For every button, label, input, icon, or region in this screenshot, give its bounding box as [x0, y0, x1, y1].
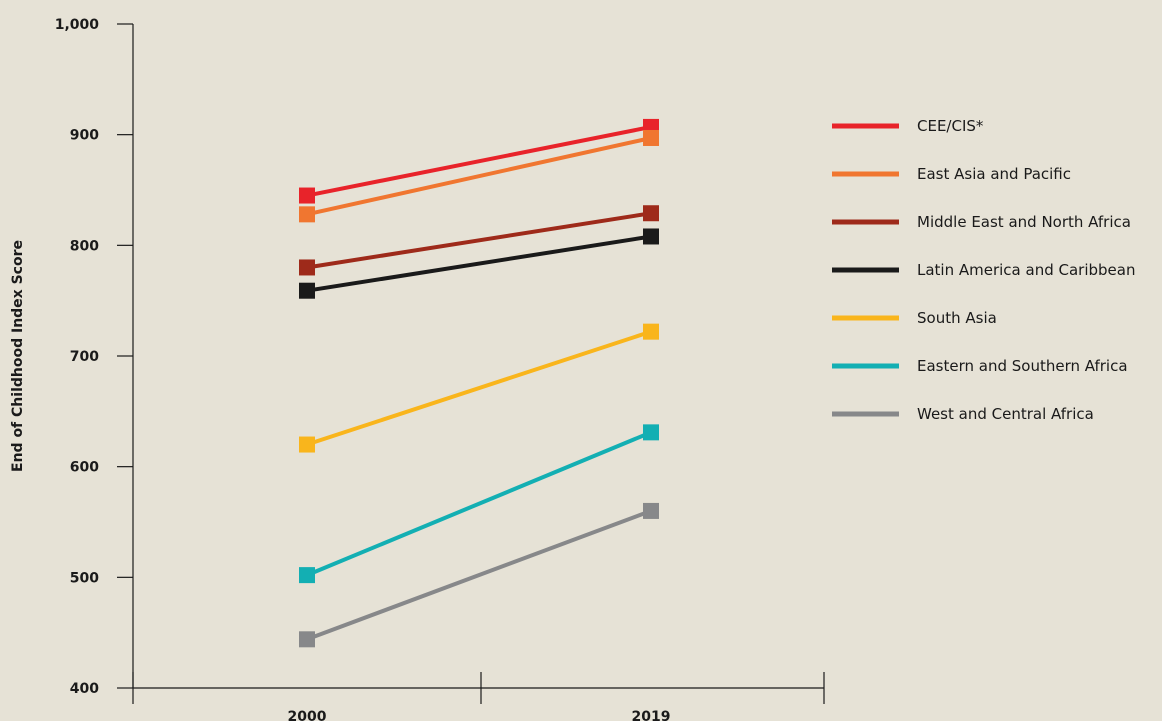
x-axis: 2000 2019	[132, 672, 825, 721]
series-1	[299, 129, 659, 223]
y-tick-label: 1,000	[55, 17, 100, 33]
legend-label: Latin America and Caribbean	[917, 261, 1135, 279]
y-axis-title: End of Childhood Index Score	[10, 240, 26, 472]
data-point	[643, 129, 659, 146]
legend-item: Middle East and North Africa	[832, 213, 1131, 231]
series-line	[306, 136, 652, 217]
series-line	[306, 329, 652, 447]
legend-item: South Asia	[832, 309, 997, 327]
legend-label: Eastern and Southern Africa	[917, 357, 1128, 375]
series-5	[299, 424, 659, 584]
data-point	[299, 259, 315, 276]
data-point	[299, 282, 315, 299]
legend: CEE/CIS* East Asia and Pacific Middle East…	[832, 117, 1135, 423]
y-tick-label: 900	[70, 128, 99, 144]
series-3	[299, 228, 659, 299]
legend-item: Latin America and Caribbean	[832, 261, 1135, 279]
data-point	[299, 187, 315, 204]
y-tick-label: 700	[70, 349, 99, 365]
series-group	[299, 118, 659, 648]
x-tick-label: 2000	[288, 709, 327, 721]
series-0	[299, 118, 659, 204]
data-point	[643, 228, 659, 245]
y-tick-label: 500	[70, 570, 99, 586]
data-point	[643, 424, 659, 441]
legend-label: South Asia	[917, 309, 997, 327]
series-line	[306, 234, 652, 293]
legend-label: West and Central Africa	[917, 405, 1094, 423]
y-tick-label: 600	[70, 460, 99, 476]
series-6	[299, 502, 659, 648]
series-line	[306, 430, 652, 577]
legend-item: Eastern and Southern Africa	[832, 357, 1128, 375]
data-point	[643, 205, 659, 222]
legend-label: CEE/CIS*	[917, 117, 984, 135]
series-line	[306, 124, 652, 198]
data-point	[643, 323, 659, 340]
data-point	[299, 206, 315, 223]
legend-label: Middle East and North Africa	[917, 213, 1131, 231]
y-axis: 400 500 600 700 800 900 1,000	[55, 17, 134, 697]
x-tick-label: 2019	[632, 709, 671, 721]
legend-item: West and Central Africa	[832, 405, 1094, 423]
legend-item: CEE/CIS*	[832, 117, 984, 135]
series-line	[306, 211, 652, 270]
y-tick-label: 400	[70, 681, 99, 697]
series-line	[306, 509, 652, 642]
y-tick-label: 800	[70, 238, 99, 254]
data-point	[299, 567, 315, 584]
data-point	[643, 502, 659, 519]
data-point	[299, 631, 315, 648]
series-2	[299, 205, 659, 276]
legend-item: East Asia and Pacific	[832, 165, 1071, 183]
legend-label: East Asia and Pacific	[917, 165, 1071, 183]
series-4	[299, 323, 659, 453]
data-point	[299, 436, 315, 453]
